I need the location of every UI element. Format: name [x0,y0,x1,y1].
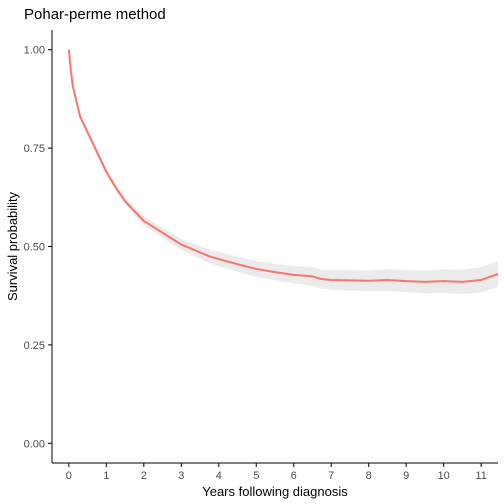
y-tick-label: 0.75 [24,143,45,155]
y-tick-label: 0.50 [24,242,45,254]
x-tick-label: 8 [366,470,372,482]
y-axis-ticks: 0.00 0.25 0.50 0.75 1.00 [24,45,52,450]
x-tick-label: 5 [253,470,259,482]
y-axis-title: Survival probability [5,191,20,301]
x-tick-label: 7 [328,470,334,482]
x-tick-label: 11 [475,470,486,482]
y-tick-label: 0.25 [24,340,45,352]
x-tick-label: 1 [103,470,109,482]
x-axis-title: Years following diagnosis [202,484,348,499]
confidence-band [68,49,499,295]
x-tick-label: 2 [141,470,147,482]
x-tick-label: 10 [438,470,450,482]
x-tick-label: 3 [178,470,184,482]
x-tick-label: 6 [291,470,297,482]
survival-curve [67,49,499,283]
x-tick-label: 0 [66,470,72,482]
x-tick-label: 9 [403,470,409,482]
survival-line-layer [67,49,499,283]
y-tick-label: 1.00 [24,45,45,57]
confidence-band-layer [68,49,499,295]
y-tick-label: 0.00 [24,438,45,450]
x-tick-label: 4 [216,470,222,482]
x-axis-ticks: 0 1 2 3 4 5 6 7 8 9 10 11 [66,463,487,482]
chart-title: Pohar-perme method [24,6,166,23]
